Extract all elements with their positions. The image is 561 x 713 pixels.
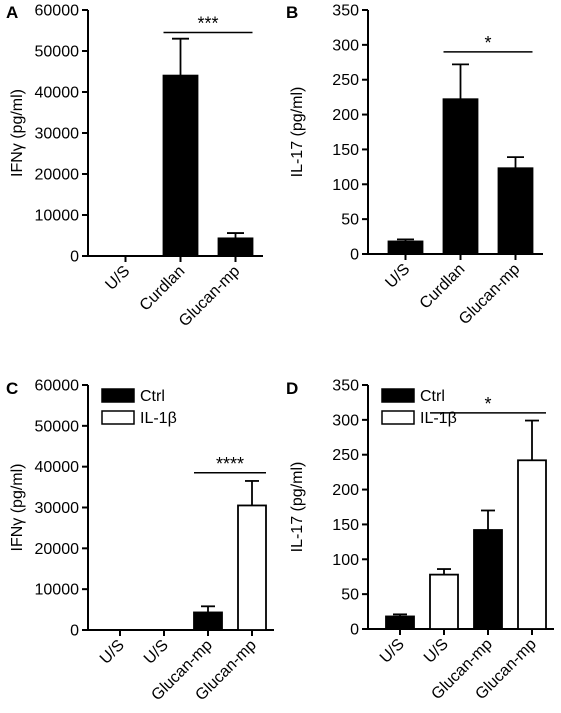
- y-tick-label: 60000: [35, 3, 80, 20]
- x-tick-label: U/S: [97, 637, 128, 668]
- y-tick-label: 0: [350, 247, 359, 264]
- y-tick-label: 40000: [35, 85, 80, 102]
- y-tick-label: 150: [332, 142, 359, 159]
- y-tick-label: 0: [70, 249, 79, 266]
- y-axis-title: IFNγ (pg/ml): [9, 464, 26, 552]
- legend-label: Ctrl: [420, 388, 445, 405]
- legend-swatch: [381, 410, 415, 425]
- legend-swatch: [381, 388, 415, 403]
- panel-letter: C: [6, 379, 18, 398]
- y-tick-label: 200: [332, 107, 359, 124]
- panel-letter: A: [6, 3, 18, 22]
- y-tick-label: 0: [70, 623, 79, 640]
- x-tick-label: U/S: [377, 636, 408, 667]
- bar: [429, 573, 459, 630]
- y-tick-label: 300: [332, 412, 359, 429]
- bar: [385, 615, 415, 630]
- panel-A: A 0 10000 20000 30000 40000 50000 60000 IFNγ (pg…: [6, 3, 263, 330]
- y-tick-label: 100: [332, 552, 359, 569]
- y-tick-label: 40000: [35, 459, 80, 476]
- y-tick-label: 20000: [35, 167, 80, 184]
- y-tick-label: 0: [350, 622, 359, 639]
- bar: [193, 611, 223, 631]
- y-tick-label: 250: [332, 447, 359, 464]
- y-tick-label: 10000: [35, 208, 80, 225]
- bar: [517, 459, 547, 630]
- y-tick-label: 30000: [35, 126, 80, 143]
- legend-swatch: [101, 410, 135, 425]
- significance-label: *: [484, 33, 491, 53]
- panel-letter: D: [286, 379, 298, 398]
- y-tick-label: 350: [332, 3, 359, 20]
- significance-label: *: [484, 394, 491, 414]
- y-tick-label: 50000: [35, 44, 80, 61]
- y-tick-label: 300: [332, 37, 359, 54]
- x-tick-label: U/S: [102, 263, 133, 294]
- y-tick-label: 60000: [35, 378, 80, 395]
- y-tick-label: 150: [332, 517, 359, 534]
- x-tick-label: U/S: [141, 637, 172, 668]
- legend-label: IL-1β: [140, 410, 177, 427]
- y-tick-label: 50000: [35, 418, 80, 435]
- panel-B: B 0 50 100 150 200 250 300 350 IL-17 (pg/ml) U/S Cu…: [286, 3, 543, 328]
- bar: [473, 529, 503, 630]
- y-tick-label: 30000: [35, 500, 80, 517]
- y-tick-label: 50: [341, 212, 359, 229]
- bar: [387, 240, 424, 255]
- bar: [497, 167, 534, 255]
- y-axis-title: IL-17 (pg/ml): [289, 462, 306, 553]
- legend-label: Ctrl: [140, 388, 165, 405]
- panel-D: D 0 50 100 150 200 250 300 350 IL-17 (pg/ml) U/S U/…: [286, 378, 554, 703]
- y-tick-label: 250: [332, 72, 359, 89]
- panel-C: C 0 10000 20000 30000 40000 50000 60000 IFNγ (pg…: [6, 378, 274, 704]
- x-tick-label: Curdlan: [137, 263, 189, 315]
- x-tick-label: U/S: [382, 261, 413, 292]
- y-tick-label: 350: [332, 378, 359, 395]
- y-tick-label: 200: [332, 482, 359, 499]
- y-axis-title: IL-17 (pg/ml): [289, 87, 306, 178]
- y-tick-label: 10000: [35, 582, 80, 599]
- bar: [162, 74, 199, 257]
- x-tick-label: Curdlan: [417, 261, 469, 313]
- legend-label: IL-1β: [420, 410, 457, 427]
- y-axis-title: IFNγ (pg/ml): [9, 89, 26, 177]
- y-tick-label: 20000: [35, 541, 80, 558]
- y-tick-label: 50: [341, 587, 359, 604]
- significance-label: ****: [216, 454, 244, 474]
- significance-label: ***: [197, 14, 218, 34]
- bar: [237, 504, 267, 631]
- bar: [442, 98, 479, 255]
- panel-letter: B: [286, 3, 298, 22]
- y-tick-label: 100: [332, 177, 359, 194]
- bar: [217, 237, 254, 257]
- legend-swatch: [101, 388, 135, 403]
- x-tick-label: U/S: [421, 636, 452, 667]
